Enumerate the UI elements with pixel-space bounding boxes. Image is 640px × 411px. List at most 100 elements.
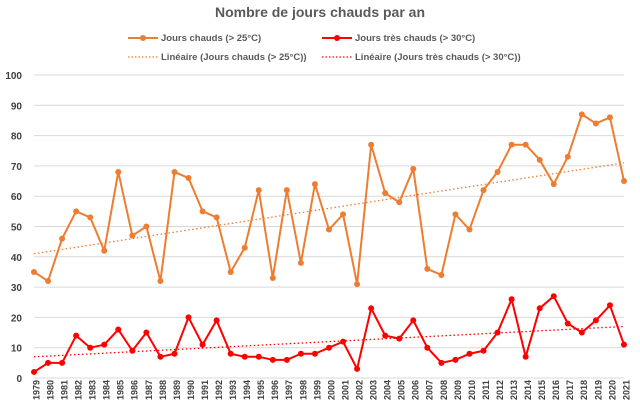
y-axis-ticks: 0102030405060708090100	[5, 71, 22, 385]
data-point	[368, 142, 374, 148]
x-tick-label: 2009	[453, 380, 463, 400]
data-point	[186, 175, 192, 181]
y-tick-label: 20	[11, 313, 23, 324]
x-tick-label: 1989	[172, 380, 182, 400]
x-tick-label: 1995	[256, 380, 266, 400]
x-tick-label: 1980	[45, 380, 55, 400]
x-tick-label: 2016	[551, 380, 561, 400]
x-tick-label: 2002	[354, 380, 364, 400]
x-axis-ticks: 1979 1980 1981 1982 1983 1984 1985 1986 1987 1988…	[31, 380, 631, 400]
x-tick-label: 1992	[214, 380, 224, 400]
data-point	[537, 305, 543, 311]
x-tick-label: 1986	[130, 380, 140, 400]
data-point	[607, 114, 613, 120]
data-point	[45, 360, 51, 366]
data-point	[115, 169, 121, 175]
data-point	[312, 181, 318, 187]
data-point	[298, 351, 304, 357]
data-point	[551, 181, 557, 187]
data-point	[256, 187, 262, 193]
data-point	[143, 224, 149, 230]
data-point	[424, 266, 430, 272]
x-tick-label: 1998	[298, 380, 308, 400]
data-point	[270, 357, 276, 363]
data-point	[73, 333, 79, 339]
data-point	[466, 351, 472, 357]
y-tick-label: 60	[11, 192, 23, 203]
data-point	[326, 345, 332, 351]
chart: Nombre de jours chauds par an Jours chau…	[0, 0, 640, 411]
data-point	[368, 305, 374, 311]
data-point	[186, 314, 192, 320]
data-point	[59, 360, 65, 366]
trendline	[34, 163, 624, 254]
x-tick-label: 1985	[116, 380, 126, 400]
x-tick-label: 2006	[411, 380, 421, 400]
data-point	[565, 320, 571, 326]
y-tick-label: 10	[11, 344, 23, 355]
x-tick-label: 1994	[242, 380, 252, 400]
data-point	[565, 154, 571, 160]
legend-marker-jours-tres-chauds	[334, 35, 340, 41]
data-point	[228, 269, 234, 275]
legend: Jours chauds (> 25°C) Jours très chauds …	[128, 33, 521, 63]
y-tick-label: 90	[11, 101, 23, 112]
legend-label-jours-tres-chauds: Jours très chauds (> 30°C)	[355, 33, 475, 44]
x-tick-label: 2010	[467, 380, 477, 400]
x-tick-label: 1988	[158, 380, 168, 400]
data-point	[593, 120, 599, 126]
x-tick-label: 1993	[228, 380, 238, 400]
data-point	[115, 327, 121, 333]
data-point	[523, 354, 529, 360]
data-point	[101, 248, 107, 254]
data-point	[495, 169, 501, 175]
data-point	[228, 351, 234, 357]
series	[31, 111, 627, 375]
data-point	[31, 369, 37, 375]
x-tick-label: 2013	[509, 380, 519, 400]
data-point	[537, 157, 543, 163]
x-tick-label: 1981	[59, 380, 69, 400]
data-point	[396, 199, 402, 205]
data-point	[452, 211, 458, 217]
x-tick-label: 1990	[186, 380, 196, 400]
data-point	[354, 366, 360, 372]
x-tick-label: 1984	[102, 380, 112, 400]
y-tick-label: 50	[11, 223, 23, 234]
data-point	[73, 208, 79, 214]
data-point	[438, 360, 444, 366]
data-point	[424, 345, 430, 351]
x-tick-label: 1997	[284, 380, 294, 400]
data-point	[354, 281, 360, 287]
data-point	[621, 178, 627, 184]
data-point	[495, 330, 501, 336]
x-tick-label: 2001	[340, 380, 350, 400]
y-tick-label: 70	[11, 162, 23, 173]
data-point	[298, 260, 304, 266]
x-tick-label: 2011	[481, 380, 491, 400]
series-line	[34, 114, 624, 284]
x-tick-label: 2005	[397, 380, 407, 400]
legend-label-jours-chauds: Jours chauds (> 25°C)	[161, 33, 261, 44]
data-point	[523, 142, 529, 148]
data-point	[551, 293, 557, 299]
data-point	[410, 166, 416, 172]
chart-title: Nombre de jours chauds par an	[215, 4, 425, 20]
y-tick-label: 80	[11, 132, 23, 143]
data-point	[481, 348, 487, 354]
trendline	[34, 326, 624, 356]
legend-item-lineaire-jours-tres-chauds: Linéaire (Jours très chauds (> 30°C))	[322, 52, 521, 63]
x-tick-label: 2019	[593, 380, 603, 400]
data-point	[45, 278, 51, 284]
x-tick-label: 2014	[523, 380, 533, 400]
data-point	[410, 317, 416, 323]
data-point	[270, 275, 276, 281]
data-point	[242, 245, 248, 251]
legend-item-lineaire-jours-chauds: Linéaire (Jours chauds (> 25°C))	[128, 52, 307, 63]
data-point	[59, 236, 65, 242]
x-tick-label: 2008	[439, 380, 449, 400]
data-point	[157, 278, 163, 284]
data-point	[382, 190, 388, 196]
data-point	[579, 111, 585, 117]
x-tick-label: 1991	[200, 380, 210, 400]
